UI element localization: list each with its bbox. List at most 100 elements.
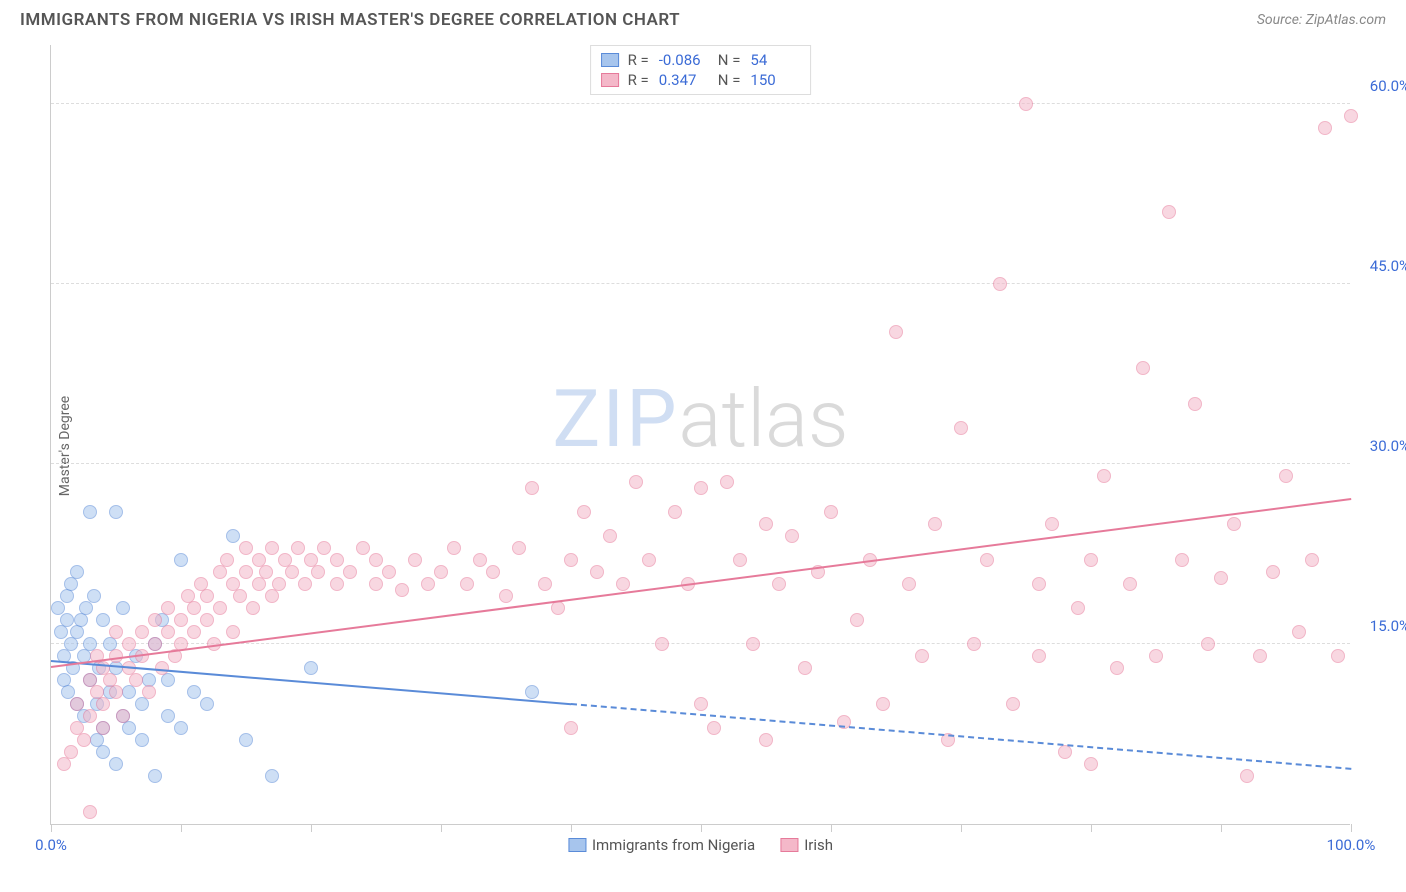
scatter-point bbox=[298, 577, 312, 591]
n-value: 150 bbox=[750, 71, 800, 89]
x-tick bbox=[51, 824, 52, 832]
legend-swatch bbox=[601, 73, 619, 87]
scatter-point bbox=[116, 709, 130, 723]
scatter-point bbox=[993, 277, 1007, 291]
x-tick bbox=[831, 824, 832, 832]
scatter-point bbox=[1006, 697, 1020, 711]
gridline bbox=[51, 283, 1350, 284]
scatter-point bbox=[499, 589, 513, 603]
scatter-point bbox=[148, 769, 162, 783]
scatter-point bbox=[70, 625, 84, 639]
scatter-chart: ZIPatlas R =-0.086N =54R =0.347N =150 Im… bbox=[50, 45, 1350, 825]
scatter-point bbox=[512, 541, 526, 555]
gridline bbox=[51, 463, 1350, 464]
gridline bbox=[51, 643, 1350, 644]
scatter-point bbox=[746, 637, 760, 651]
scatter-point bbox=[83, 505, 97, 519]
n-value: 54 bbox=[750, 51, 800, 69]
scatter-point bbox=[1201, 637, 1215, 651]
scatter-point bbox=[285, 565, 299, 579]
scatter-point bbox=[109, 757, 123, 771]
x-tick bbox=[441, 824, 442, 832]
scatter-point bbox=[317, 541, 331, 555]
scatter-point bbox=[629, 475, 643, 489]
scatter-point bbox=[70, 697, 84, 711]
scatter-point bbox=[1292, 625, 1306, 639]
scatter-point bbox=[1097, 469, 1111, 483]
legend-swatch bbox=[601, 53, 619, 67]
legend-label: Irish bbox=[804, 836, 833, 854]
scatter-point bbox=[980, 553, 994, 567]
scatter-point bbox=[369, 577, 383, 591]
scatter-point bbox=[79, 601, 93, 615]
chart-title: IMMIGRANTS FROM NIGERIA VS IRISH MASTER'… bbox=[20, 10, 680, 30]
scatter-point bbox=[564, 553, 578, 567]
scatter-point bbox=[330, 553, 344, 567]
scatter-point bbox=[850, 613, 864, 627]
x-tick-label: 100.0% bbox=[1327, 836, 1376, 854]
x-tick bbox=[311, 824, 312, 832]
scatter-point bbox=[525, 685, 539, 699]
scatter-point bbox=[1279, 469, 1293, 483]
scatter-point bbox=[954, 421, 968, 435]
scatter-point bbox=[200, 613, 214, 627]
scatter-point bbox=[1071, 601, 1085, 615]
scatter-point bbox=[876, 697, 890, 711]
x-tick bbox=[1221, 824, 1222, 832]
y-tick-label: 15.0% bbox=[1355, 617, 1406, 635]
scatter-point bbox=[161, 625, 175, 639]
scatter-point bbox=[902, 577, 916, 591]
scatter-point bbox=[96, 697, 110, 711]
scatter-point bbox=[265, 769, 279, 783]
scatter-point bbox=[70, 565, 84, 579]
r-label: R = bbox=[628, 71, 649, 89]
scatter-point bbox=[174, 553, 188, 567]
scatter-point bbox=[538, 577, 552, 591]
scatter-point bbox=[1019, 97, 1033, 111]
scatter-point bbox=[74, 613, 88, 627]
scatter-point bbox=[1110, 661, 1124, 675]
scatter-point bbox=[707, 721, 721, 735]
scatter-point bbox=[239, 733, 253, 747]
scatter-point bbox=[668, 505, 682, 519]
scatter-point bbox=[252, 577, 266, 591]
scatter-point bbox=[187, 601, 201, 615]
scatter-point bbox=[148, 637, 162, 651]
scatter-point bbox=[603, 529, 617, 543]
scatter-point bbox=[590, 565, 604, 579]
scatter-point bbox=[220, 553, 234, 567]
scatter-point bbox=[87, 589, 101, 603]
scatter-point bbox=[616, 577, 630, 591]
scatter-point bbox=[311, 565, 325, 579]
scatter-point bbox=[129, 673, 143, 687]
scatter-point bbox=[109, 625, 123, 639]
scatter-point bbox=[64, 577, 78, 591]
scatter-point bbox=[60, 589, 74, 603]
scatter-point bbox=[1045, 517, 1059, 531]
scatter-point bbox=[109, 685, 123, 699]
scatter-point bbox=[473, 553, 487, 567]
trend-line bbox=[571, 703, 1351, 770]
scatter-point bbox=[772, 577, 786, 591]
scatter-point bbox=[1227, 517, 1241, 531]
scatter-point bbox=[64, 637, 78, 651]
scatter-point bbox=[116, 601, 130, 615]
scatter-point bbox=[889, 325, 903, 339]
scatter-point bbox=[967, 637, 981, 651]
scatter-point bbox=[343, 565, 357, 579]
scatter-point bbox=[642, 553, 656, 567]
scatter-point bbox=[64, 745, 78, 759]
scatter-point bbox=[525, 481, 539, 495]
scatter-point bbox=[356, 541, 370, 555]
scatter-point bbox=[259, 565, 273, 579]
scatter-point bbox=[330, 577, 344, 591]
r-label: R = bbox=[628, 51, 649, 69]
correlation-legend: R =-0.086N =54R =0.347N =150 bbox=[590, 45, 812, 95]
scatter-point bbox=[928, 517, 942, 531]
scatter-point bbox=[161, 673, 175, 687]
scatter-point bbox=[174, 721, 188, 735]
scatter-point bbox=[824, 505, 838, 519]
scatter-point bbox=[213, 565, 227, 579]
r-value: -0.086 bbox=[659, 51, 709, 69]
scatter-point bbox=[369, 553, 383, 567]
